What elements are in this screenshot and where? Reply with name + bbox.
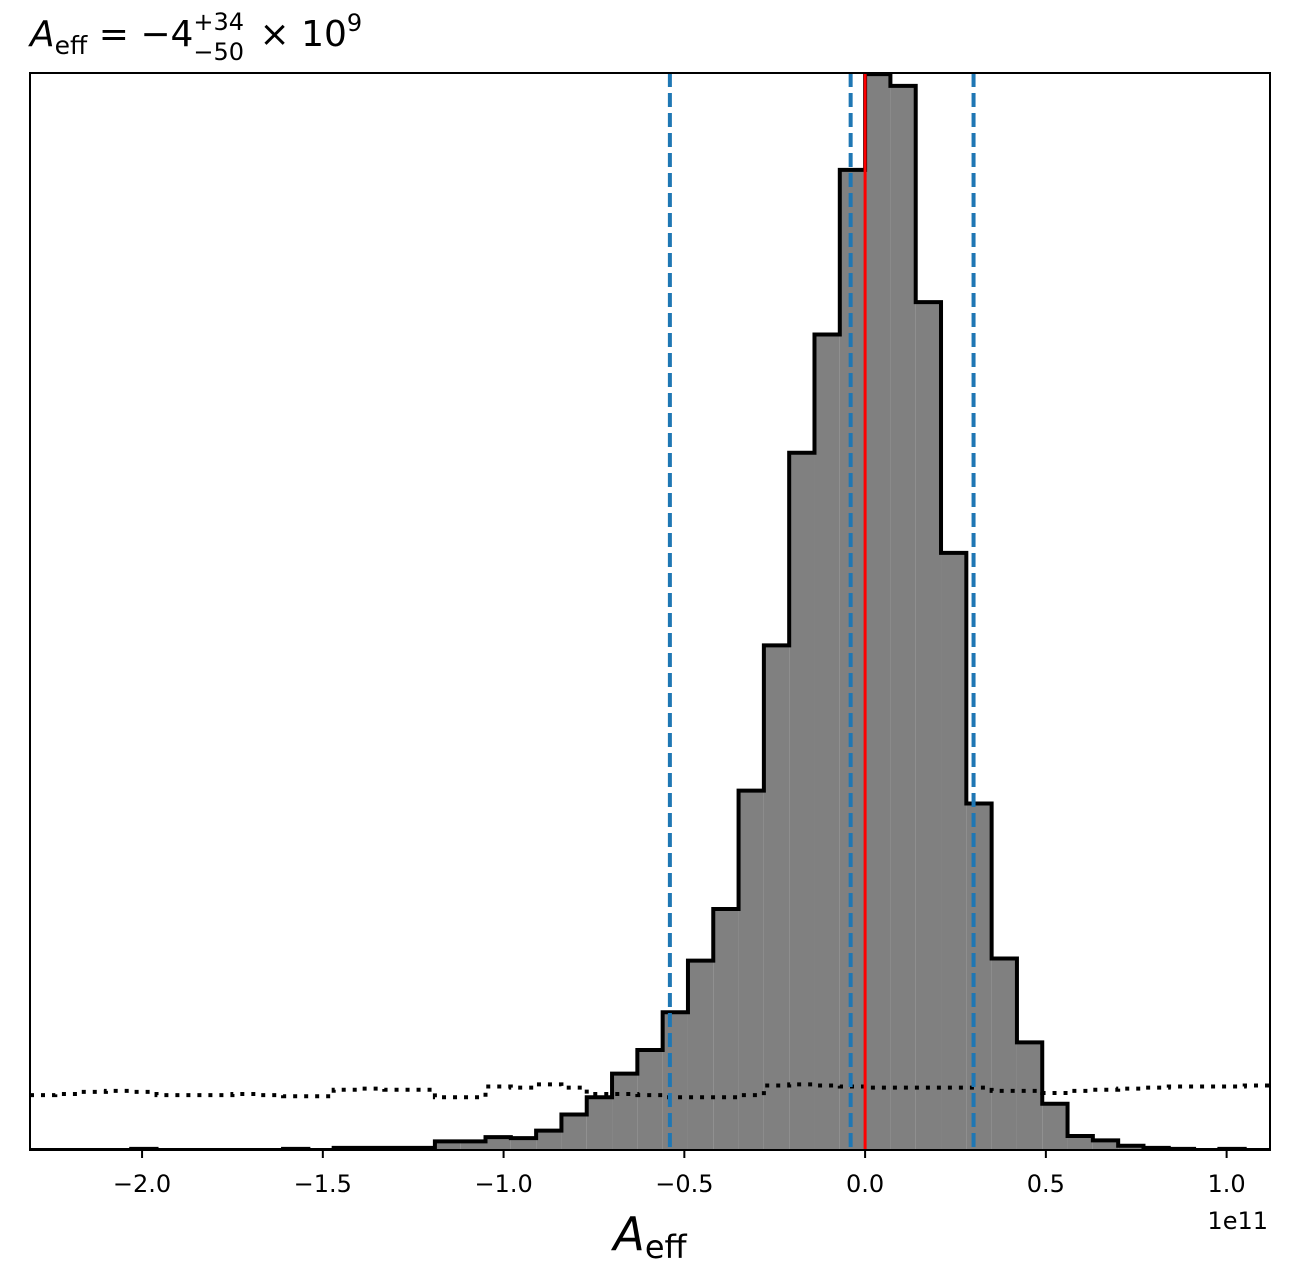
title-equals: = [87, 14, 140, 55]
posterior-bar [915, 302, 942, 1150]
posterior-bar [536, 1130, 562, 1150]
posterior-bar [1042, 1103, 1068, 1150]
x-tick-label: −1.0 [474, 1170, 532, 1198]
posterior-bar [1067, 1136, 1093, 1150]
posterior-bar [687, 960, 714, 1150]
prior-dotted-line [30, 1082, 1270, 1100]
title-lower-error: −50 [193, 38, 244, 66]
posterior-bar [814, 334, 840, 1150]
xlabel-symbol: A [610, 1207, 644, 1261]
posterior-bar [1016, 1042, 1043, 1150]
posterior-bar [434, 1141, 461, 1150]
title-exponent: 9 [347, 9, 362, 37]
posterior-bar [1118, 1145, 1144, 1150]
xlabel-subscript: eff [645, 1228, 688, 1266]
posterior-bar [662, 1012, 688, 1150]
chart-title: Aeff = −4+34 −50 × 109 [28, 8, 362, 66]
posterior-bar [637, 1049, 663, 1150]
posterior-bar [865, 74, 891, 1150]
x-tick-label: −2.0 [113, 1170, 171, 1198]
posterior-bar [763, 645, 790, 1150]
posterior-bar [510, 1138, 537, 1150]
title-upper-error: +34 [193, 8, 244, 36]
x-offset-label: 1e11 [1207, 1207, 1268, 1235]
posterior-bar [586, 1097, 613, 1150]
title-subscript: eff [55, 31, 88, 60]
x-tick-label: −0.5 [655, 1170, 713, 1198]
posterior-bar [890, 85, 916, 1150]
x-tick-label: 1.0 [1208, 1170, 1246, 1198]
posterior-bar [966, 803, 992, 1150]
axes-frame [29, 72, 1271, 1151]
x-axis-ticks: −2.0 −1.5 −1.0 −0.5 0.0 0.5 1.0 [113, 1150, 1246, 1198]
posterior-bar [1092, 1140, 1119, 1150]
posterior-bar [789, 452, 815, 1150]
title-value: −4 [140, 14, 193, 55]
x-axis-label: Aeff [610, 1207, 687, 1266]
posterior-bar [612, 1073, 638, 1150]
posterior-bar [738, 790, 764, 1150]
x-tick-label: −1.5 [294, 1170, 352, 1198]
title-symbol: A [28, 14, 55, 55]
posterior-bar [460, 1141, 486, 1150]
posterior-bar [561, 1114, 587, 1150]
posterior-bar [991, 958, 1017, 1150]
title-multiplier: × 10 [248, 14, 347, 55]
posterior-bar [941, 552, 967, 1150]
x-tick-label: 0.5 [1027, 1170, 1065, 1198]
x-tick-label: 0.0 [846, 1170, 884, 1198]
posterior-bar [485, 1137, 511, 1150]
posterior-bar [713, 908, 739, 1150]
